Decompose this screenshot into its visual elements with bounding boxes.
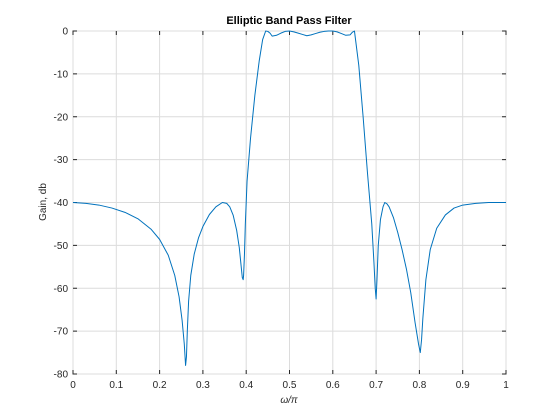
y-tick-label: 0	[62, 27, 68, 38]
x-tick-label: 0.4	[239, 380, 253, 391]
x-axis-label: ω/π	[280, 395, 298, 406]
x-tick-label: 0.3	[196, 380, 210, 391]
y-tick-label: -40	[54, 198, 69, 209]
series-line	[72, 30, 506, 366]
x-tick-label: 0.9	[456, 380, 470, 391]
y-tick-label: -70	[54, 327, 69, 338]
x-tick-label: 0.7	[369, 380, 383, 391]
y-tick-label: -10	[54, 69, 69, 80]
chart-title: Elliptic Band Pass Filter	[226, 15, 352, 27]
x-tick-label: 0.6	[326, 380, 340, 391]
y-tick-label: -80	[54, 370, 69, 381]
y-axis-label: Gain, db	[38, 183, 49, 221]
series-layer	[72, 30, 506, 366]
x-tick-label: 0.1	[109, 380, 123, 391]
x-tick-label: 0	[70, 380, 76, 391]
x-tick-label: 1	[503, 380, 509, 391]
x-tick-label: 0.5	[283, 380, 297, 391]
grid	[72, 30, 507, 375]
y-tick-label: -20	[54, 112, 69, 123]
x-tick-label: 0.8	[412, 380, 426, 391]
y-tick-label: -30	[54, 155, 69, 166]
y-tick-label: -50	[54, 241, 69, 252]
x-tick-label: 0.2	[153, 380, 167, 391]
y-tick-label: -60	[54, 284, 69, 295]
ticks: 0 0.1 0.2 0.3 0.4 0.5 0.6 0.7 0.8 0.9 1 0 -10 -20 -30 -…	[54, 27, 510, 392]
